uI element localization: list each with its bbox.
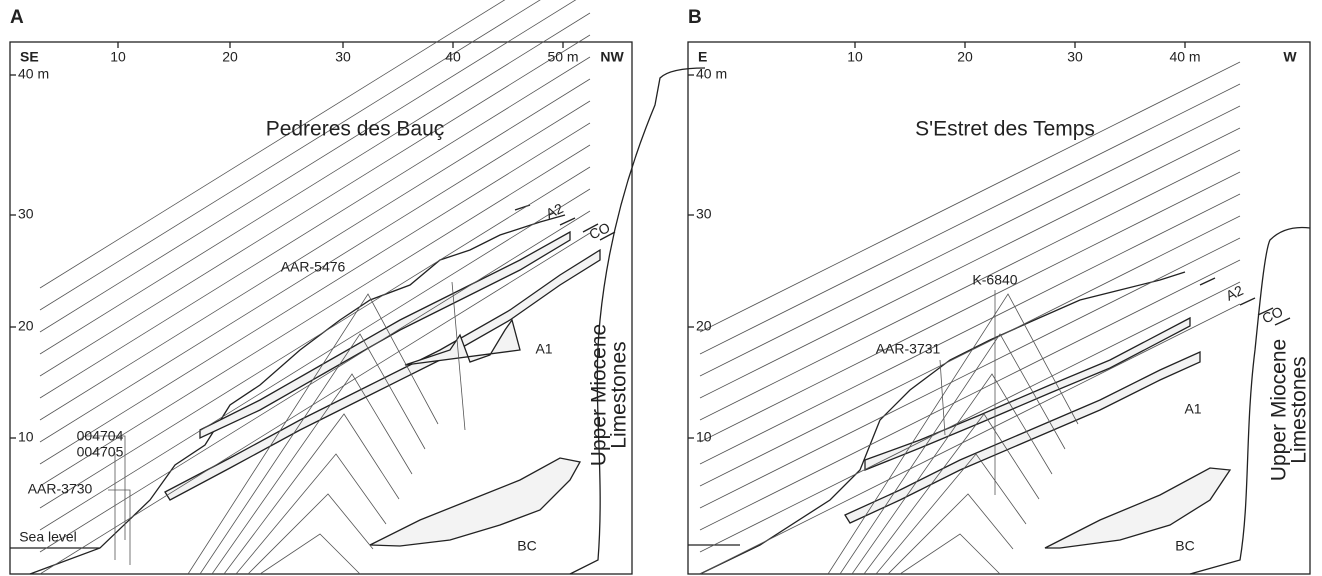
top-tick-label: 30 — [335, 49, 351, 65]
label: A2 — [1223, 282, 1245, 304]
chevron — [851, 373, 1053, 575]
chevron — [247, 493, 374, 575]
bedding — [39, 210, 591, 553]
bedding — [699, 171, 1241, 443]
label: 004705 — [77, 444, 124, 460]
cliff-label: Limestones — [1288, 356, 1311, 463]
bedding — [39, 0, 541, 311]
bedding — [39, 122, 591, 465]
label: 004704 — [77, 428, 124, 444]
top-tick-label: 40 — [445, 49, 461, 65]
label: AAR-5476 — [281, 259, 346, 275]
left-tick-label: 40 m — [18, 66, 49, 82]
left-tick-label: 20 — [18, 318, 34, 334]
label: AAR-3731 — [876, 341, 941, 357]
label: A1 — [535, 341, 552, 357]
label: A2 — [543, 200, 565, 222]
bedding — [699, 127, 1241, 399]
bedding — [699, 259, 1241, 531]
top-tick-label: 30 — [1067, 49, 1083, 65]
chevron — [839, 333, 1066, 575]
axis-ticks: A SE NW 10 20 30 40 50 m 40 m 30 20 10 Pedreres des … — [10, 7, 631, 554]
bedding — [699, 61, 1241, 333]
cliff-label: Upper Miocene — [1268, 339, 1291, 481]
label: CO — [587, 219, 613, 242]
bedding — [39, 12, 591, 355]
chevron — [827, 293, 1079, 575]
label: CO — [1260, 303, 1286, 326]
bedding — [39, 144, 591, 487]
geology — [688, 61, 1311, 575]
label: AAR-3730 — [28, 481, 93, 497]
left-tick-label: 10 — [696, 429, 712, 445]
left-tick-label: 30 — [696, 206, 712, 222]
label: Sea level — [19, 529, 77, 545]
chevron — [875, 453, 1027, 575]
label: BC — [517, 538, 536, 554]
label: K-6840 — [972, 272, 1017, 288]
top-tick-label: 10 — [110, 49, 126, 65]
direction-right: W — [1283, 49, 1297, 65]
bedding — [39, 56, 591, 399]
chevron — [259, 533, 361, 575]
bedding — [39, 232, 591, 575]
label: BC — [1175, 538, 1194, 554]
bedding — [39, 0, 506, 289]
chevron — [863, 413, 1040, 575]
bedding — [39, 78, 591, 421]
top-tick-label: 20 — [957, 49, 973, 65]
chevron — [223, 413, 400, 575]
label: A1 — [1184, 401, 1201, 417]
direction-right: NW — [600, 49, 624, 65]
cliff-label: Upper Miocene — [588, 324, 611, 466]
left-tick-label: 30 — [18, 206, 34, 222]
chevron — [187, 293, 439, 575]
frame — [9, 41, 633, 575]
section-title: Pedreres des Bauç — [266, 118, 445, 141]
bedding — [39, 0, 577, 333]
bedding — [699, 105, 1241, 377]
section-title: S'Estret des Temps — [915, 118, 1095, 141]
chevron — [211, 373, 413, 575]
bedding — [699, 281, 1241, 553]
bedding — [699, 237, 1241, 509]
panel-letter: B — [688, 7, 702, 28]
top-tick-label: 20 — [222, 49, 238, 65]
panel-a: A SE NW 10 20 30 40 50 m 40 m 30 20 10 Pedreres des … — [9, 0, 706, 575]
bedding — [699, 215, 1241, 487]
axis-ticks: B E W 10 20 30 40 m 40 m 30 20 10 S'Estret des Temp… — [688, 7, 1311, 554]
chevron — [199, 333, 426, 575]
panel-b: B E W 10 20 30 40 m 40 m 30 20 10 S'Estret des Temp… — [687, 7, 1311, 575]
bedding — [39, 166, 591, 509]
bedding — [699, 149, 1241, 421]
chevron — [887, 493, 1014, 575]
bedding — [699, 83, 1241, 355]
left-tick-label: 40 m — [696, 66, 727, 82]
bedding — [39, 188, 591, 531]
cliff-label: Limestones — [608, 341, 631, 448]
top-tick-label: 10 — [847, 49, 863, 65]
geology — [10, 0, 706, 575]
bedding — [699, 193, 1241, 465]
panel-letter: A — [10, 7, 24, 28]
top-tick-label: 50 m — [547, 49, 578, 65]
left-tick-label: 10 — [18, 429, 34, 445]
top-tick-label: 40 m — [1169, 49, 1200, 65]
left-tick-label: 20 — [696, 318, 712, 334]
direction-left: E — [698, 49, 707, 65]
frame — [687, 41, 1311, 575]
chevron — [899, 533, 1001, 575]
direction-left: SE — [20, 49, 39, 65]
bedding — [699, 303, 1241, 575]
bedding — [39, 34, 591, 377]
bedding — [39, 100, 591, 443]
chevron — [235, 453, 387, 575]
